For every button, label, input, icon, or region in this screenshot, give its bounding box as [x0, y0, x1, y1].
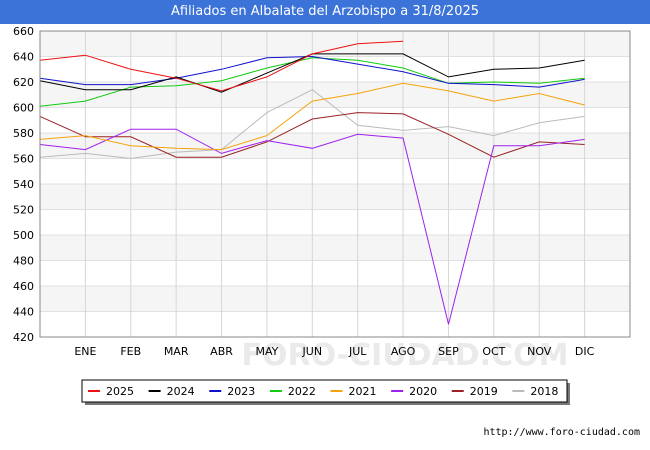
y-tick-label: 620 [13, 76, 34, 89]
x-axis-ticks: ENE FEB MAR ABR MAY JUN JUL AGO SEP OCT NOV DIC [74, 345, 594, 358]
watermark: FORO-CIUDAD.COM [242, 338, 569, 373]
legend-label: 2025 [106, 385, 134, 398]
y-tick-label: 600 [13, 102, 34, 115]
legend-label: 2021 [349, 385, 377, 398]
x-tick-label: OCT [482, 345, 505, 358]
y-tick-label: 480 [13, 255, 34, 268]
plot-band [40, 82, 630, 108]
x-tick-label: MAY [255, 345, 278, 358]
legend-label: 2020 [409, 385, 437, 398]
y-tick-label: 440 [13, 306, 34, 319]
y-tick-label: 540 [13, 178, 34, 191]
plot-band [40, 286, 630, 312]
plot-border [39, 30, 631, 338]
plot-band [40, 235, 630, 261]
x-tick-label: ABR [210, 345, 233, 358]
legend-label: 2019 [470, 385, 498, 398]
y-tick-label: 420 [13, 331, 34, 344]
y-tick-label: 560 [13, 153, 34, 166]
x-tick-label: NOV [527, 345, 552, 358]
series-line-2018 [39, 89, 585, 160]
y-tick-label: 460 [13, 280, 34, 293]
source-url: http://www.foro-ciudad.com [483, 427, 640, 438]
x-tick-label: MAR [164, 345, 189, 358]
x-tick-label: SEP [438, 345, 459, 358]
series-line-2023 [39, 55, 585, 88]
legend-label: 2023 [227, 385, 255, 398]
x-tick-label: DIC [575, 345, 595, 358]
legend: 2025 2024 2023 2022 2021 2020 2019 2018 [81, 379, 570, 405]
plot-band [40, 184, 630, 210]
x-tick-label: JUL [348, 345, 367, 358]
y-tick-label: 580 [13, 127, 34, 140]
legend-label: 2024 [167, 385, 195, 398]
y-axis-ticks: 420 440 460 480 500 520 540 560 580 600 620 640 660 [13, 25, 34, 344]
series-line-2025 [39, 40, 404, 92]
x-tick-label: JUN [302, 345, 323, 358]
series-line-2019 [39, 112, 585, 158]
y-tick-label: 640 [13, 51, 34, 64]
chart-title: Afiliados en Albalate del Arzobispo a 31… [0, 0, 650, 24]
legend-box [81, 379, 568, 403]
legend-label: 2018 [530, 385, 558, 398]
x-tick-label: AGO [391, 345, 416, 358]
series-line-2021 [39, 82, 585, 151]
series-lines [39, 40, 585, 325]
y-tick-label: 660 [13, 25, 34, 38]
plot-band [40, 31, 630, 57]
series-line-2022 [39, 57, 585, 107]
x-tick-label: ENE [74, 345, 96, 358]
y-tick-label: 500 [13, 229, 34, 242]
x-tick-label: FEB [120, 345, 141, 358]
legend-label: 2022 [288, 385, 316, 398]
series-line-2020 [39, 128, 585, 325]
y-tick-label: 520 [13, 204, 34, 217]
